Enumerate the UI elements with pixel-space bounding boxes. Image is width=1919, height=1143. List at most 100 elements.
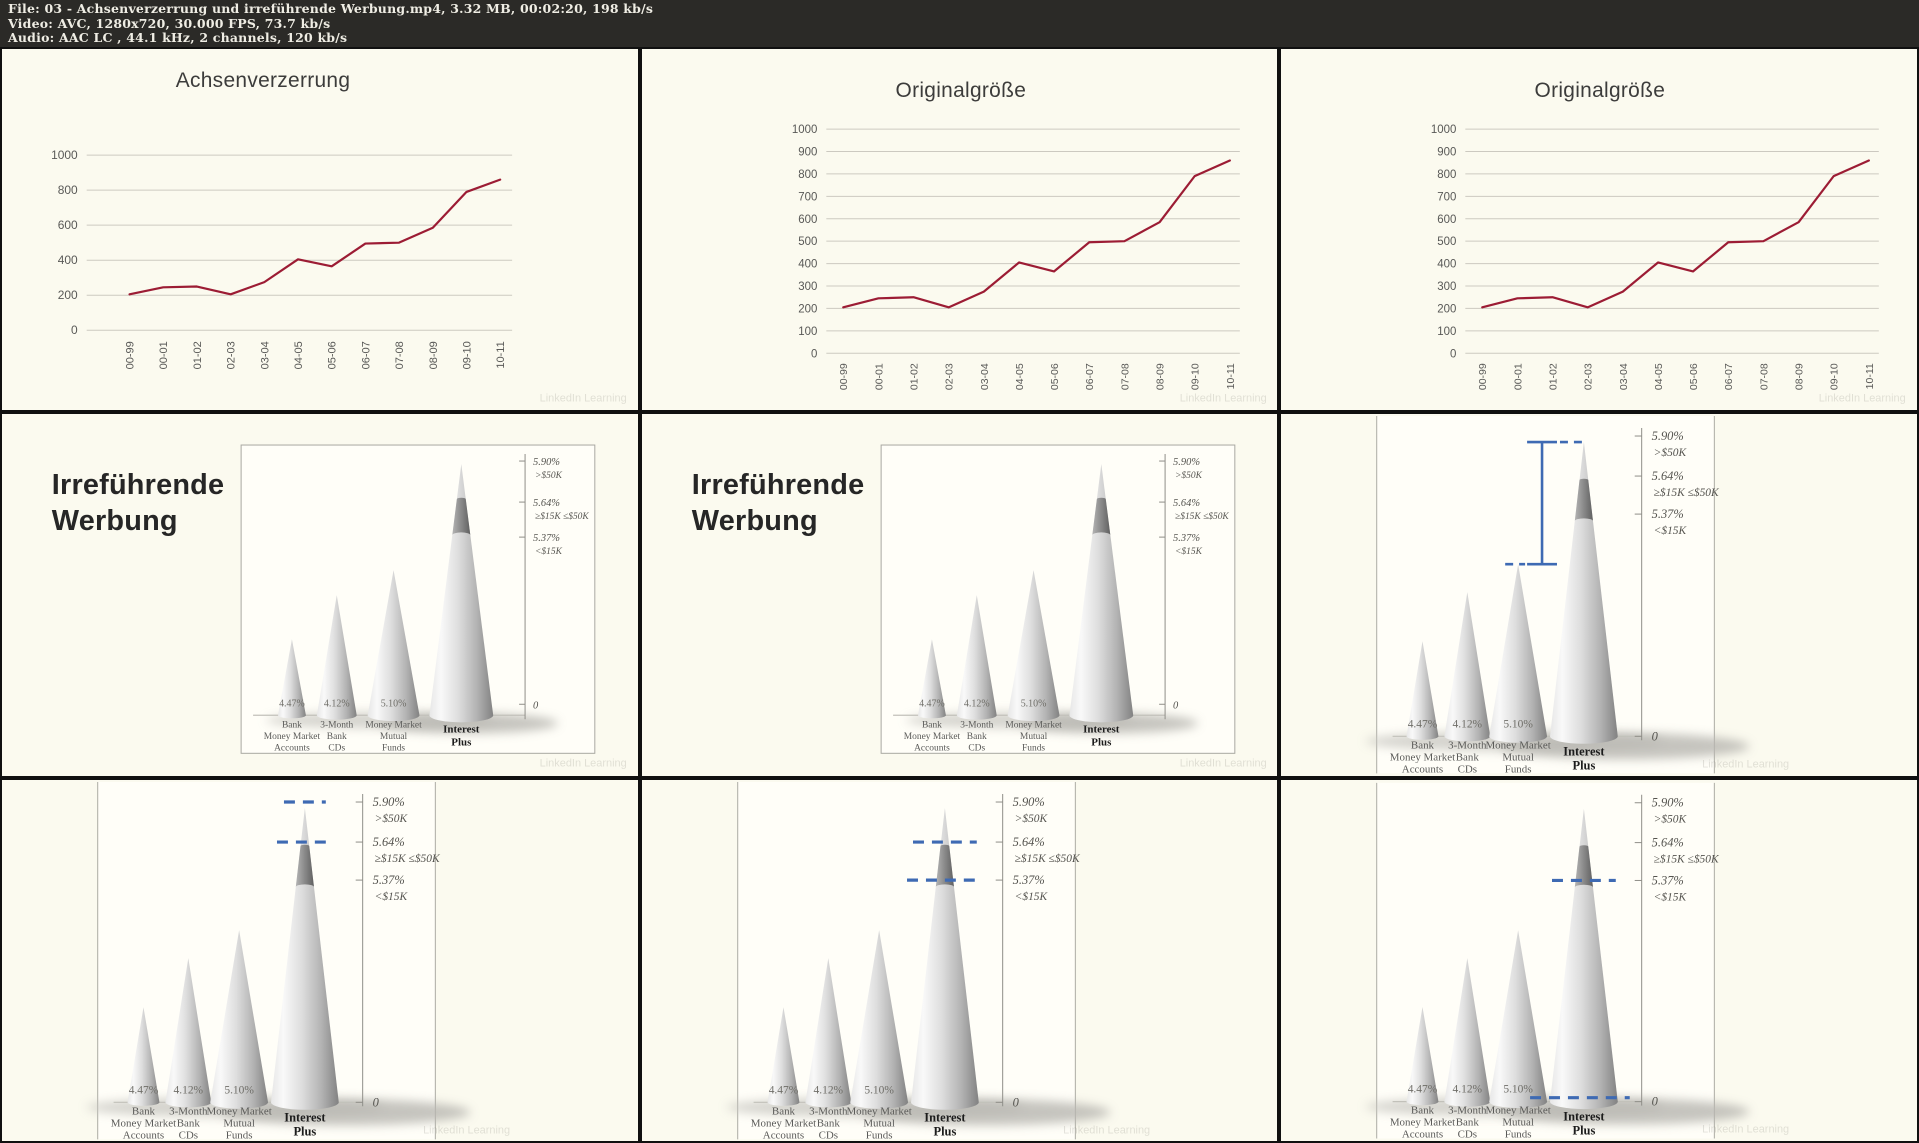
category-label: Accounts [762, 1129, 803, 1141]
range-tick-label: <$15K [1654, 524, 1688, 537]
category-label: Funds [1505, 764, 1532, 776]
y-axis-tick-label: 300 [798, 281, 817, 293]
category-label: Money Market [1486, 1104, 1551, 1116]
x-axis-tick-label: 09-10 [1190, 363, 1201, 390]
frame-2-originalgroesse-line-chart: Originalgröße 0 100 200 300 400 500 600 700 800 90… [641, 49, 1278, 411]
cone-value-label: 5.10% [381, 699, 407, 710]
cone-value-label: 5.10% [1504, 719, 1534, 731]
x-axis-tick-label: 00-01 [874, 363, 885, 390]
ground-shadow [378, 713, 558, 734]
cone-bar-3-month-bank-cds [165, 957, 212, 1108]
category-label: Funds [226, 1129, 253, 1141]
cone-value-label: 4.47% [1408, 719, 1438, 731]
thumbnail-grid: Achsenverzerrung 0 200 400 600 800 1000 00-99 00… [0, 47, 1919, 1143]
x-axis-tick-label: 02-03 [226, 341, 238, 369]
category-label: Bank [1456, 752, 1480, 764]
data-series-line [1481, 159, 1871, 309]
category-label: CDs [818, 1129, 837, 1141]
x-axis-tick-label: 06-07 [1085, 363, 1096, 390]
x-axis-tick-label: 07-08 [1760, 363, 1771, 390]
cone-value-label: 4.47% [919, 699, 945, 710]
x-axis-tick-label: 08-09 [1795, 363, 1806, 390]
y-axis-tick-label: 0 [71, 323, 78, 337]
rate-tick-label: 5.37% [1012, 873, 1044, 887]
rate-tick-label: 5.37% [1652, 873, 1684, 887]
zero-tick-label: 0 [533, 701, 539, 712]
watermark: LinkedIn Learning [423, 1124, 510, 1136]
range-tick-label: >$50K [1654, 446, 1688, 459]
zero-tick-label: 0 [1012, 1095, 1019, 1109]
category-label: Bank [327, 732, 347, 742]
range-tick-label: >$50K [1175, 470, 1203, 481]
cone-bar-moneymarket-mutual-funds [1007, 570, 1060, 722]
category-label: Accounts [274, 744, 310, 754]
cone-bar-moneymarket-mutual-funds [1489, 564, 1548, 744]
category-label: 3-Month [809, 1105, 848, 1117]
range-tick-label: <$15K [375, 890, 409, 903]
rate-tick-label: 5.64% [1012, 835, 1044, 849]
y-axis-tick-label: 1000 [1431, 124, 1456, 136]
watermark: LinkedIn Learning [540, 392, 627, 404]
category-label: Money Market [903, 732, 960, 742]
y-axis-tick-label: 0 [1450, 348, 1456, 360]
category-label: 3-Month [960, 721, 993, 731]
x-axis-tick-label: 09-10 [1830, 363, 1841, 390]
cone-dark-band [1575, 479, 1594, 522]
cone-dark-band [1575, 844, 1594, 888]
range-tick-label: ≥$15K ≤$50K [375, 852, 441, 865]
frame-3-originalgroesse-line-chart: Originalgröße 0 100 200 300 400 500 600 700 800 90… [1281, 49, 1917, 411]
category-label: Interest [284, 1110, 326, 1124]
y-axis-tick-label: 400 [1438, 259, 1457, 271]
cone-bar-bank-moneymarket-accounts [917, 639, 946, 719]
x-axis-tick-label: 10-11 [495, 341, 507, 368]
category-label: Bank [1411, 740, 1435, 752]
cone-value-label: 4.12% [813, 1084, 843, 1096]
rate-tick-label: 5.64% [533, 498, 560, 509]
category-label: Funds [1022, 744, 1045, 754]
cone-bar-3-month-bank-cds [1444, 592, 1491, 742]
y-axis-tick-label: 900 [1438, 146, 1457, 158]
rate-tick-label: 5.37% [373, 873, 405, 887]
category-label: Mutual [223, 1117, 255, 1129]
category-label: Bank [282, 721, 302, 731]
rate-tick-label: 5.90% [533, 457, 560, 468]
y-axis-tick-label: 900 [798, 146, 817, 158]
x-axis-tick-label: 06-07 [360, 341, 372, 369]
cone-bar-bank-moneymarket-accounts [1406, 641, 1439, 741]
chart-title: Originalgröße [1535, 79, 1666, 102]
range-tick-label: <$15K [1014, 890, 1048, 903]
category-label: Money Market [1390, 752, 1455, 764]
category-label: Interest [443, 724, 480, 736]
cone-value-label: 5.10% [1504, 1083, 1534, 1095]
difference-bracket-annotation [1505, 441, 1588, 566]
category-label: Funds [382, 744, 405, 754]
category-label: Bank [922, 721, 942, 731]
x-axis-tick-label: 09-10 [461, 341, 473, 369]
cone-bar-3-month-bank-cds [956, 595, 997, 721]
x-axis-tick-label: 02-03 [1584, 363, 1595, 390]
cone-value-label: 4.47% [129, 1084, 159, 1096]
category-label: Money Market [1390, 1116, 1455, 1128]
rate-tick-label: 5.37% [1652, 507, 1684, 521]
x-axis-tick-label: 07-08 [394, 341, 406, 369]
cone-dark-band [452, 498, 471, 536]
rate-tick-label: 5.37% [533, 533, 560, 544]
category-label: Money Market [750, 1117, 815, 1129]
category-label: CDs [179, 1129, 198, 1141]
cone-bar-3-month-bank-cds [1444, 957, 1491, 1107]
y-axis-tick-label: 300 [1438, 281, 1457, 293]
category-label: 3-Month [1448, 740, 1487, 752]
cone-value-label: 5.10% [864, 1084, 894, 1096]
range-tick-label: >$50K [1654, 812, 1688, 825]
y-axis-tick-label: 700 [798, 191, 817, 203]
y-axis-tick-label: 200 [798, 303, 817, 315]
category-label: Interest [924, 1110, 966, 1124]
cone-bar-3-month-bank-cds [316, 595, 357, 721]
y-axis-tick-label: 800 [798, 169, 817, 181]
category-label: CDs [1458, 1128, 1477, 1140]
y-axis-tick-label: 600 [798, 214, 817, 226]
